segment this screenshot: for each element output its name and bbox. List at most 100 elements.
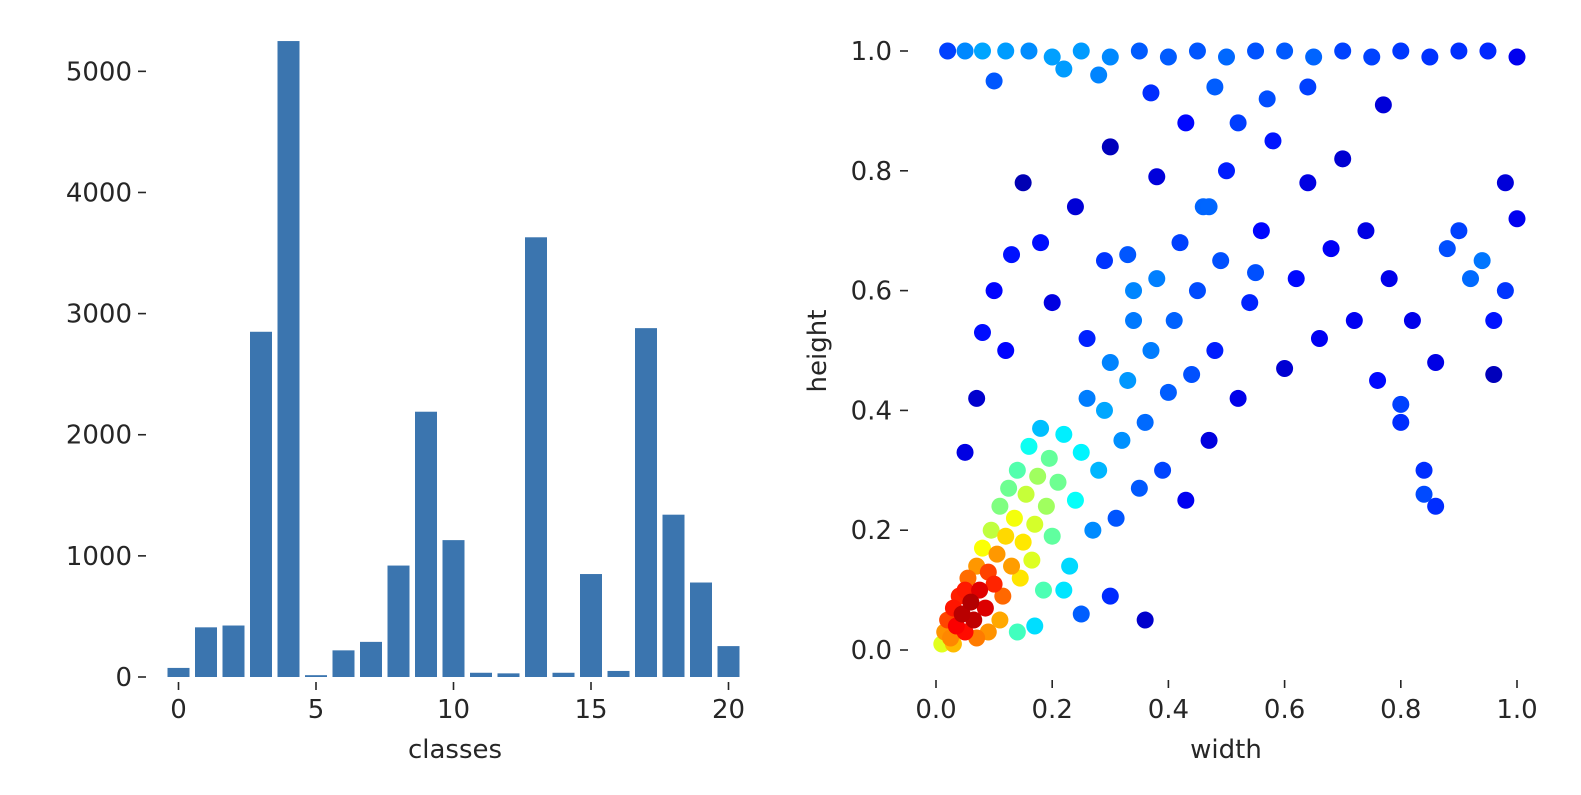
scatter-point xyxy=(1305,48,1323,66)
scatter-y-tick-label: 0.6 xyxy=(851,277,892,307)
scatter-point xyxy=(1392,413,1410,431)
scatter-point xyxy=(1066,198,1084,216)
scatter-point xyxy=(1014,533,1032,551)
scatter-point xyxy=(1005,509,1023,527)
bar-y-axis: 0 1000 2000 3000 4000 5000 xyxy=(66,57,146,693)
scatter-point xyxy=(1142,342,1160,359)
scatter-point xyxy=(1479,42,1497,60)
scatter-y-tick-label: 0.4 xyxy=(851,396,892,426)
scatter-point xyxy=(1072,42,1090,60)
bar-class-9 xyxy=(415,411,437,677)
scatter-point xyxy=(1020,42,1038,60)
scatter-point xyxy=(1508,48,1526,66)
scatter-point xyxy=(1090,66,1108,84)
scatter-point xyxy=(1029,467,1047,485)
scatter-point xyxy=(1462,270,1480,288)
scatter-point xyxy=(1200,431,1218,449)
scatter-point xyxy=(1055,581,1073,599)
bar-class-2 xyxy=(222,625,245,677)
scatter-point xyxy=(1363,48,1381,66)
bar-class-19 xyxy=(690,582,712,677)
scatter-point xyxy=(1078,330,1096,348)
bar-y-tick-label: 0 xyxy=(115,663,132,693)
scatter-point xyxy=(994,587,1012,605)
scatter-point xyxy=(1026,515,1044,533)
scatter-point xyxy=(956,443,974,461)
scatter-chart-panel: 0.0 0.2 0.4 0.6 0.8 1.0 0.0 0.2 0.4 0.6 0.8 1.0 wi… xyxy=(803,37,1538,765)
bar-class-13 xyxy=(525,237,547,677)
scatter-point xyxy=(1159,48,1177,66)
scatter-x-axis-label: width xyxy=(1190,735,1262,765)
scatter-point xyxy=(1264,132,1282,150)
scatter-point xyxy=(1485,365,1503,383)
scatter-point xyxy=(976,599,994,617)
scatter-point xyxy=(1148,168,1166,186)
scatter-point xyxy=(1049,473,1067,491)
bar-x-tick-label: 5 xyxy=(308,695,325,725)
scatter-point xyxy=(1090,461,1108,479)
scatter-point xyxy=(991,611,1009,629)
scatter-point xyxy=(1043,294,1061,312)
scatter-point xyxy=(1101,587,1119,605)
scatter-point xyxy=(1072,443,1090,461)
scatter-x-tick-label: 0.6 xyxy=(1264,695,1305,725)
bar-class-20 xyxy=(717,646,740,677)
scatter-point xyxy=(1043,48,1061,66)
scatter-point xyxy=(1247,264,1265,282)
bar-x-axis: 0 5 10 15 20 xyxy=(170,682,745,725)
bar-class-18 xyxy=(662,514,685,677)
bar-y-tick-label: 5000 xyxy=(66,57,132,87)
scatter-x-axis: 0.0 0.2 0.4 0.6 0.8 1.0 xyxy=(915,680,1538,725)
scatter-point xyxy=(1125,312,1143,330)
scatter-point xyxy=(1212,252,1230,270)
scatter-point xyxy=(1206,78,1224,96)
scatter-point xyxy=(1421,48,1439,66)
scatter-point xyxy=(1374,96,1392,114)
scatter-point xyxy=(1183,365,1201,383)
scatter-y-axis-label: height xyxy=(803,310,833,393)
scatter-point xyxy=(1020,437,1038,455)
scatter-y-tick-label: 0.2 xyxy=(851,516,892,546)
bar-y-tick-label: 2000 xyxy=(66,421,132,451)
scatter-marks xyxy=(933,42,1526,653)
scatter-point xyxy=(1485,312,1503,330)
scatter-point xyxy=(988,545,1006,563)
bar-class-17 xyxy=(635,328,657,677)
scatter-point xyxy=(1055,425,1073,443)
scatter-point xyxy=(1188,42,1206,60)
scatter-point xyxy=(1095,401,1113,419)
scatter-point xyxy=(1403,312,1421,330)
bar-x-axis-label: classes xyxy=(408,735,502,765)
scatter-point xyxy=(1392,42,1410,60)
scatter-point xyxy=(1000,479,1018,497)
scatter-point xyxy=(973,324,991,342)
scatter-point xyxy=(1438,240,1456,258)
scatter-point xyxy=(1032,234,1050,252)
scatter-point xyxy=(1003,246,1021,264)
bar-marks xyxy=(167,41,740,678)
bar-x-tick-label: 15 xyxy=(574,695,607,725)
scatter-point xyxy=(1040,449,1058,467)
scatter-x-tick-label: 1.0 xyxy=(1496,695,1537,725)
scatter-point xyxy=(1066,491,1084,509)
bar-y-tick-label: 3000 xyxy=(66,300,132,330)
scatter-point xyxy=(1206,342,1224,359)
scatter-point xyxy=(1037,497,1055,515)
scatter-point xyxy=(1008,623,1026,641)
scatter-point xyxy=(1508,210,1526,228)
scatter-point xyxy=(1023,551,1041,569)
scatter-point xyxy=(1008,461,1026,479)
bar-x-tick-label: 10 xyxy=(437,695,470,725)
scatter-point xyxy=(1369,371,1387,389)
scatter-point xyxy=(1119,371,1137,389)
scatter-point xyxy=(1014,174,1032,192)
scatter-y-tick-label: 1.0 xyxy=(851,37,892,67)
bar-class-3 xyxy=(250,331,272,677)
scatter-point xyxy=(1101,353,1119,371)
scatter-point xyxy=(997,342,1015,359)
scatter-point xyxy=(1241,294,1259,312)
scatter-point xyxy=(1427,353,1445,371)
scatter-point xyxy=(973,42,991,60)
scatter-x-tick-label: 0.4 xyxy=(1148,695,1189,725)
scatter-point xyxy=(1450,222,1468,240)
